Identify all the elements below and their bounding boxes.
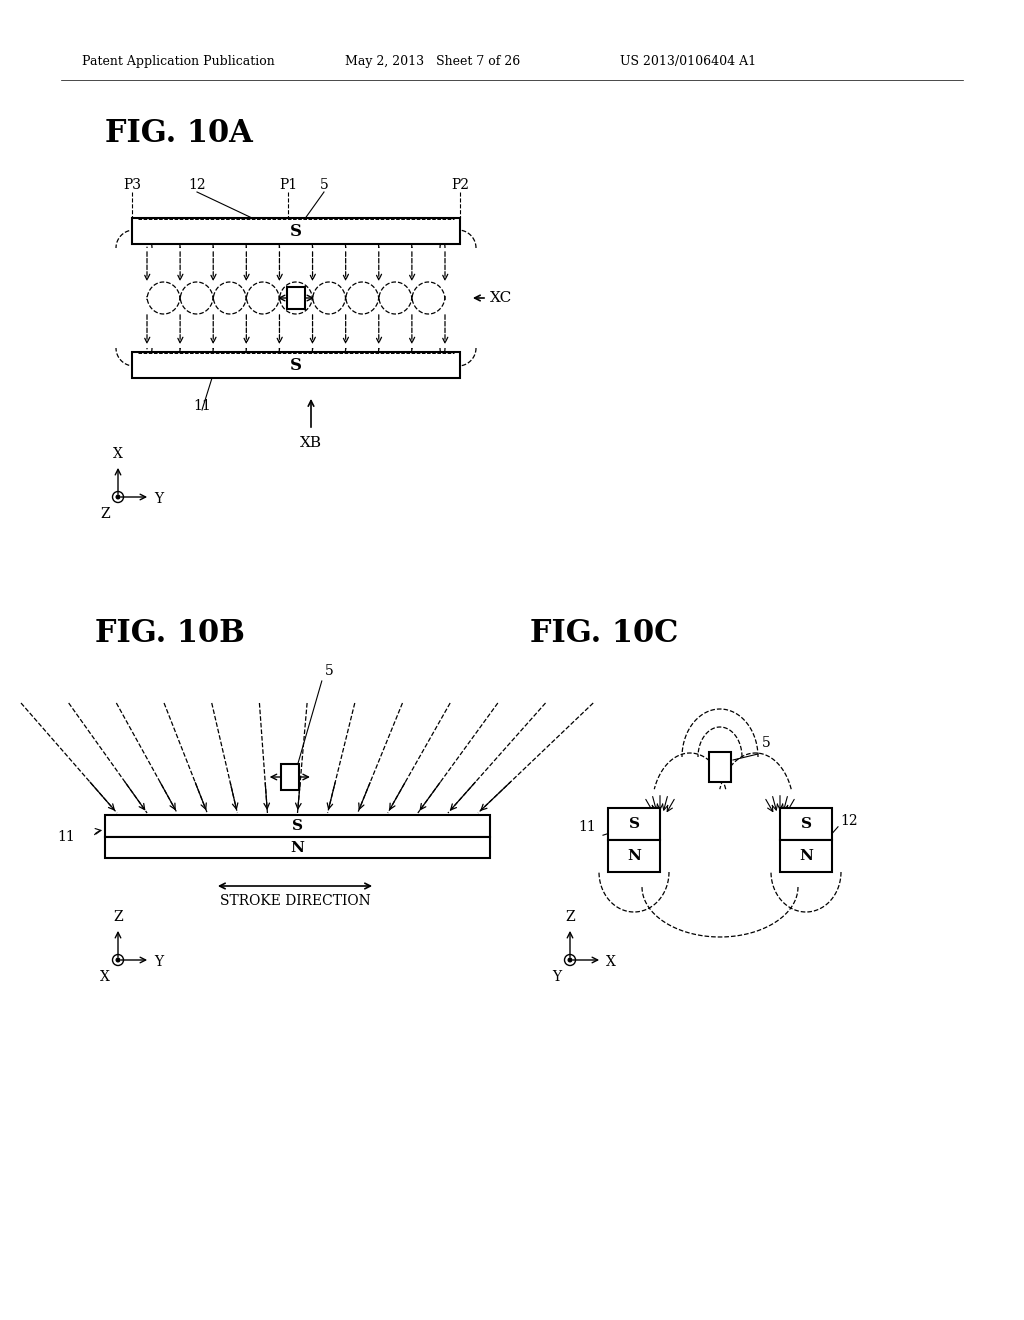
Text: N: N <box>291 841 304 854</box>
Text: Z: Z <box>100 507 110 521</box>
Text: 12: 12 <box>188 178 206 191</box>
Text: N: N <box>627 849 641 863</box>
Text: FIG. 10B: FIG. 10B <box>95 618 245 649</box>
Text: Patent Application Publication: Patent Application Publication <box>82 55 274 69</box>
Text: 5: 5 <box>762 737 771 750</box>
Text: XB: XB <box>300 436 322 450</box>
Text: P1: P1 <box>279 178 297 191</box>
Text: S: S <box>290 223 302 239</box>
Text: 11: 11 <box>57 830 75 843</box>
Text: 11: 11 <box>194 399 211 413</box>
Text: S: S <box>629 817 640 832</box>
Text: STROKE DIRECTION: STROKE DIRECTION <box>219 894 371 908</box>
Bar <box>105 837 490 858</box>
Bar <box>608 808 660 840</box>
Text: 5: 5 <box>325 664 334 678</box>
Text: X: X <box>100 970 110 983</box>
Text: S: S <box>801 817 811 832</box>
Text: 12: 12 <box>840 814 858 828</box>
Bar <box>709 752 731 781</box>
Bar <box>132 218 460 244</box>
Text: 5: 5 <box>319 178 329 191</box>
Text: S: S <box>290 356 302 374</box>
Text: FIG. 10C: FIG. 10C <box>530 618 678 649</box>
Text: Y: Y <box>154 954 163 969</box>
Bar <box>281 764 299 789</box>
Text: Z: Z <box>565 909 574 924</box>
Text: XC: XC <box>490 290 512 305</box>
Text: X: X <box>606 954 615 969</box>
Bar <box>132 352 460 378</box>
Bar <box>780 808 831 840</box>
Text: 11: 11 <box>579 820 596 834</box>
Text: N: N <box>799 849 813 863</box>
Bar <box>780 840 831 873</box>
Text: Y: Y <box>552 970 561 983</box>
Text: S: S <box>292 818 303 833</box>
Text: Z: Z <box>114 909 123 924</box>
Text: X: X <box>113 447 123 461</box>
Text: FIG. 10A: FIG. 10A <box>105 117 253 149</box>
Bar <box>608 840 660 873</box>
Circle shape <box>568 958 571 962</box>
Text: US 2013/0106404 A1: US 2013/0106404 A1 <box>620 55 756 69</box>
Bar <box>287 286 305 309</box>
Bar <box>105 814 490 837</box>
Circle shape <box>116 958 120 962</box>
Text: P3: P3 <box>123 178 141 191</box>
Text: Y: Y <box>154 492 163 506</box>
Circle shape <box>116 495 120 499</box>
Text: May 2, 2013   Sheet 7 of 26: May 2, 2013 Sheet 7 of 26 <box>345 55 520 69</box>
Text: P2: P2 <box>451 178 469 191</box>
